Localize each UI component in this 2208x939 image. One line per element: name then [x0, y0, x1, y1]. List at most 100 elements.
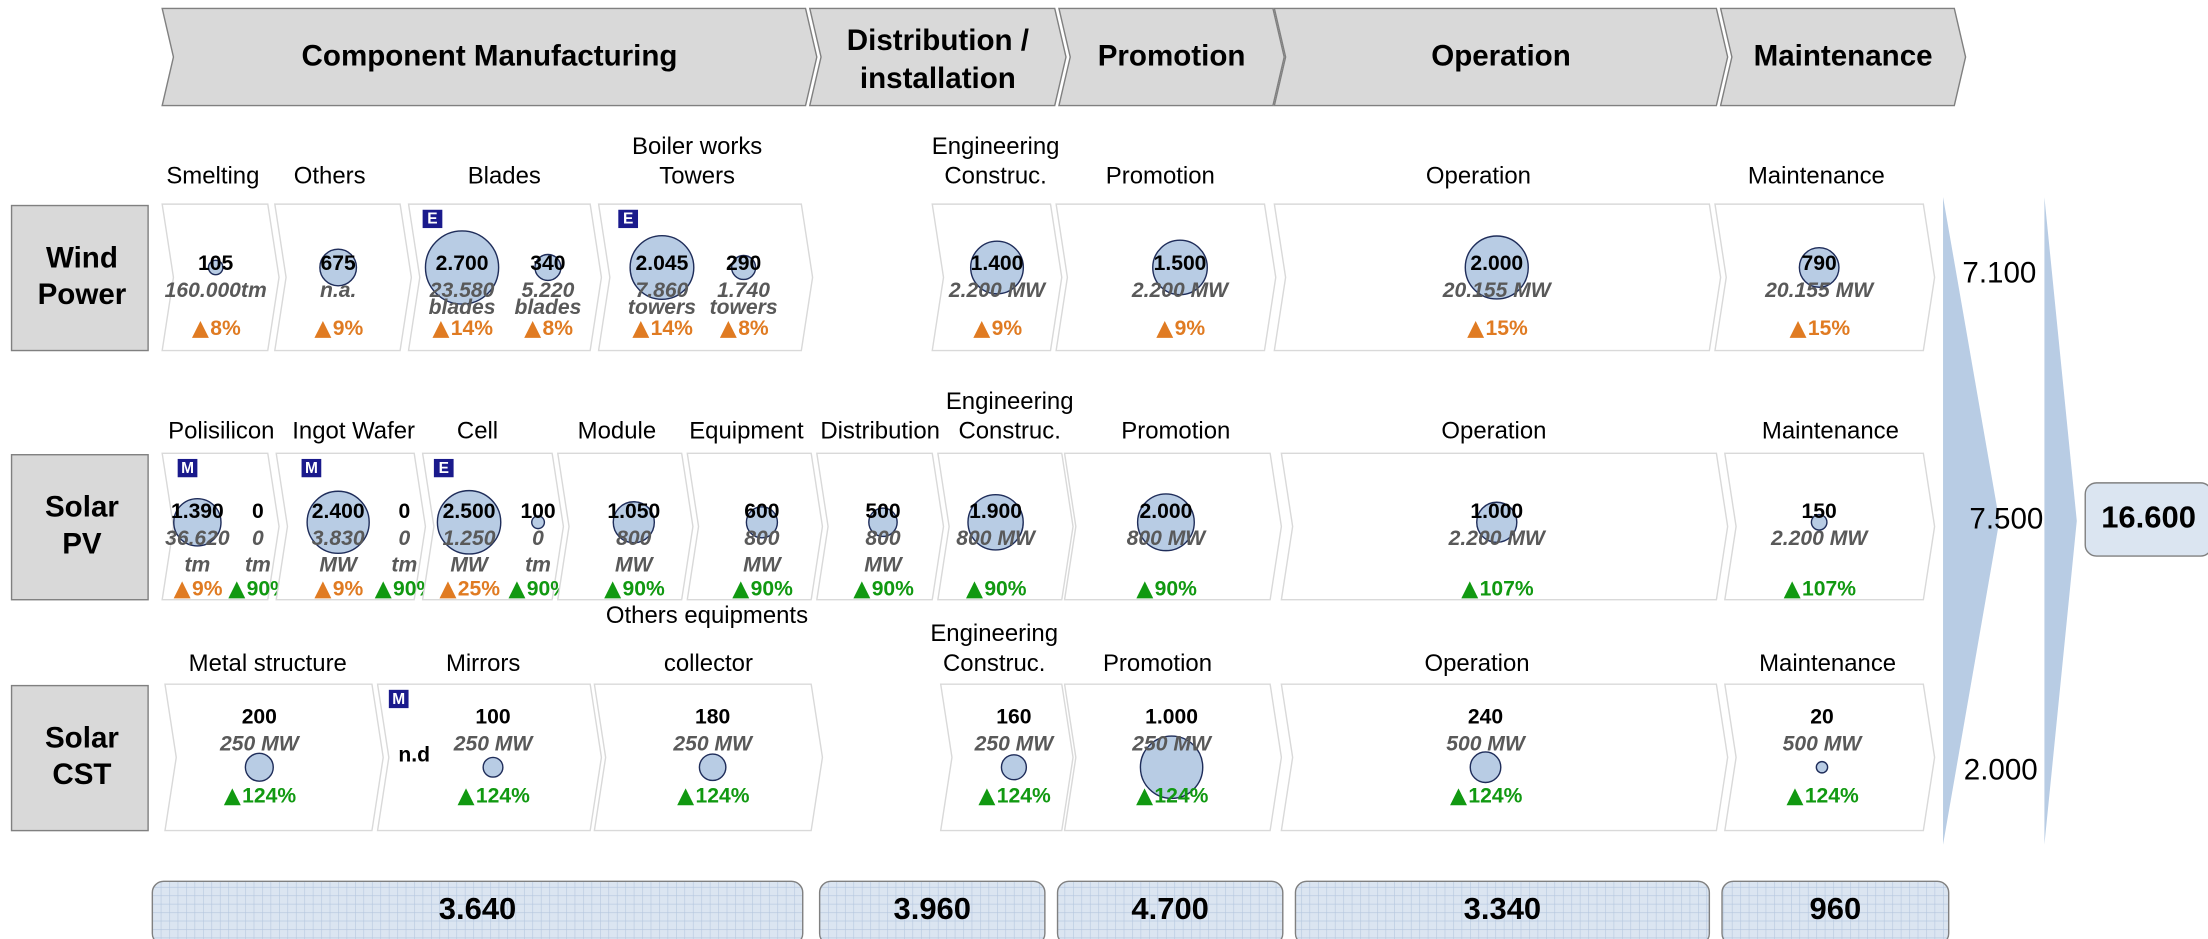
group-note: Others equipments — [606, 602, 808, 629]
item-volume: MW — [743, 554, 783, 577]
growth-arrow — [228, 581, 246, 599]
item-volume: 23.580 — [429, 279, 495, 302]
item-growth: 124% — [1805, 784, 1859, 807]
item-growth: 9% — [992, 317, 1023, 340]
growth-arrow — [439, 581, 457, 599]
badge-text: M — [392, 691, 405, 708]
item-volume: 250 MW — [219, 732, 301, 755]
grand-total-box — [2084, 482, 2208, 557]
item-growth: 90% — [984, 577, 1026, 600]
badge — [422, 209, 443, 229]
group-label: Operation — [1426, 163, 1531, 190]
item-value: 0 — [252, 500, 264, 523]
row-label-box — [10, 684, 149, 832]
bubble — [1476, 501, 1518, 544]
growth-arrow — [1467, 320, 1485, 338]
badge-text: M — [181, 460, 194, 477]
row-label: Solar — [45, 722, 119, 755]
bubble — [306, 490, 370, 555]
item-volume: 20.155 MW — [1442, 279, 1553, 302]
item-volume: 0 — [398, 527, 410, 550]
item-volume: 160.000tm — [165, 279, 267, 302]
stage-total-box — [1721, 880, 1950, 939]
stage-chevron — [1719, 7, 1967, 107]
group-label: Mirrors — [446, 650, 520, 677]
growth-arrow — [374, 581, 392, 599]
bubble — [1469, 751, 1502, 784]
bubble — [531, 515, 546, 530]
stage-total: 960 — [1810, 891, 1862, 926]
stage-chevron — [161, 7, 818, 107]
bubble — [1798, 246, 1840, 288]
item-volume: 250 MW — [453, 732, 535, 755]
item-volume: blades — [429, 296, 496, 319]
stage-total-box — [151, 880, 804, 939]
group-label: Equipment — [689, 418, 804, 445]
growth-arrow — [223, 788, 241, 806]
group-note: n.d — [398, 744, 430, 767]
row-label-box — [10, 204, 149, 352]
row-label: CST — [52, 758, 111, 791]
badge — [177, 458, 198, 478]
bubble — [698, 753, 727, 782]
segment-chevron — [1724, 683, 1936, 832]
item-value: 100 — [475, 706, 510, 729]
growth-arrow — [632, 320, 650, 338]
item-growth: 124% — [1468, 784, 1522, 807]
stage-total-box — [1056, 880, 1284, 939]
item-value: 2.700 — [436, 252, 489, 275]
item-growth: 8% — [210, 317, 241, 340]
stage-total: 3.640 — [439, 891, 517, 926]
growth-arrow — [314, 581, 332, 599]
row-label: Wind — [46, 242, 118, 275]
item-value: 1.000 — [1145, 706, 1198, 729]
item-value: 600 — [744, 500, 779, 523]
stage-chevron — [1273, 7, 1729, 107]
item-volume: 0 — [532, 527, 544, 550]
bubble — [967, 493, 1024, 551]
growth-arrow — [1789, 320, 1807, 338]
item-growth: 124% — [997, 784, 1051, 807]
item-value: 150 — [1802, 500, 1837, 523]
group-label: Polisilicon — [168, 418, 274, 445]
item-volume: 7.860 — [636, 279, 689, 302]
group-label: Operation — [1441, 418, 1546, 445]
item-volume: 0 — [252, 527, 264, 550]
group-label: Construc. — [943, 650, 1045, 677]
group-label: Promotion — [1106, 163, 1215, 190]
item-volume: 2.200 MW — [1448, 527, 1547, 550]
item-volume: MW — [319, 554, 359, 577]
stage-chevron — [1058, 7, 1285, 107]
group-label: Construc. — [944, 163, 1046, 190]
item-volume: 1.250 — [443, 527, 496, 550]
bubble — [319, 248, 358, 287]
item-volume: towers — [710, 296, 778, 319]
badge-text: E — [439, 460, 449, 477]
growth-arrow — [973, 320, 991, 338]
item-volume: 20.155 MW — [1764, 279, 1875, 302]
group-label: Maintenance — [1762, 418, 1899, 445]
item-volume: 250 MW — [672, 732, 754, 755]
row-label: Power — [38, 278, 127, 311]
bubble — [1815, 760, 1829, 774]
item-value: 500 — [865, 500, 900, 523]
group-label: Cell — [457, 418, 498, 445]
bubble — [436, 489, 502, 555]
item-volume: tm — [184, 554, 210, 577]
item-volume: 800 MW — [1127, 527, 1208, 550]
bubble — [1464, 235, 1529, 300]
item-growth: 15% — [1808, 317, 1850, 340]
row-label: PV — [62, 527, 102, 560]
item-growth: 90% — [623, 577, 665, 600]
item-volume: 36.620 — [165, 527, 230, 550]
item-growth: 9% — [333, 317, 364, 340]
growth-arrow — [508, 581, 526, 599]
badge — [301, 458, 322, 478]
item-volume: 800 — [865, 527, 900, 550]
group-label: Promotion — [1121, 418, 1230, 445]
growth-arrow — [978, 788, 996, 806]
badge — [618, 209, 639, 229]
item-volume: tm — [245, 554, 271, 577]
item-value: 1.390 — [171, 500, 224, 523]
row-label-box — [10, 454, 149, 601]
